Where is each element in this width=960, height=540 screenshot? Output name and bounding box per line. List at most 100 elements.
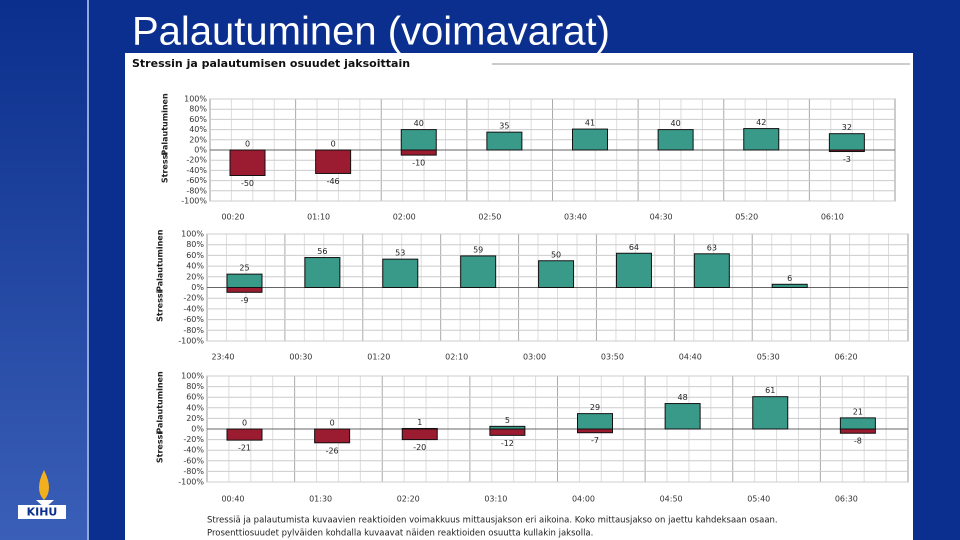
value-label: 25 bbox=[239, 264, 249, 273]
y-axis-label: Stressi bbox=[161, 152, 170, 183]
x-tick-label: 02:10 bbox=[445, 353, 468, 362]
x-tick-label: 02:50 bbox=[478, 213, 501, 222]
value-label: -12 bbox=[501, 439, 514, 448]
bar bbox=[743, 128, 780, 151]
value-label: 48 bbox=[678, 393, 688, 402]
bar bbox=[839, 428, 876, 434]
y-tick-label: 20% bbox=[186, 414, 204, 423]
bar bbox=[572, 128, 608, 151]
caption-line: Prosenttiosuudet pylväiden kohdalla kuva… bbox=[207, 529, 593, 539]
value-label: -50 bbox=[241, 179, 254, 188]
value-label: 41 bbox=[585, 119, 595, 128]
x-tick-label: 05:30 bbox=[757, 353, 780, 362]
value-label: -9 bbox=[241, 296, 249, 305]
y-tick-label: 100% bbox=[181, 372, 204, 381]
y-tick-label: 80% bbox=[186, 382, 204, 391]
y-tick-label: -100% bbox=[181, 197, 207, 206]
x-tick-label: 02:20 bbox=[397, 495, 420, 504]
y-tick-label: 100% bbox=[181, 230, 204, 239]
value-label: 35 bbox=[499, 122, 509, 131]
y-tick-label: 40% bbox=[189, 125, 207, 134]
value-label: -7 bbox=[591, 436, 599, 445]
bar bbox=[486, 131, 523, 151]
bar bbox=[657, 129, 694, 151]
y-axis-label: Stressi bbox=[156, 290, 165, 321]
y-tick-label: 0% bbox=[191, 425, 204, 434]
y-tick-label: -20% bbox=[183, 435, 204, 444]
x-tick-label: 03:00 bbox=[523, 353, 546, 362]
y-axis-label: Palautuminen bbox=[156, 229, 165, 292]
bar bbox=[664, 403, 701, 430]
bar bbox=[828, 149, 865, 153]
bar bbox=[314, 428, 351, 444]
bar bbox=[693, 253, 730, 288]
value-label: 42 bbox=[756, 118, 766, 127]
bar bbox=[229, 149, 266, 176]
bar bbox=[577, 413, 613, 430]
y-tick-label: -100% bbox=[178, 478, 204, 487]
bar bbox=[226, 428, 263, 441]
bar bbox=[839, 417, 876, 430]
value-label: 0 bbox=[331, 140, 336, 149]
y-tick-label: 60% bbox=[189, 115, 207, 124]
y-tick-label: -60% bbox=[186, 176, 207, 185]
value-label: 0 bbox=[330, 419, 335, 428]
value-label: 0 bbox=[245, 140, 250, 149]
bar bbox=[304, 257, 341, 289]
value-label: -10 bbox=[412, 159, 425, 168]
value-label: 0 bbox=[242, 419, 247, 428]
bar bbox=[226, 287, 263, 293]
x-tick-label: 03:40 bbox=[564, 213, 587, 222]
bar bbox=[577, 428, 613, 434]
y-tick-label: 0% bbox=[191, 283, 204, 292]
y-axis-label: Palautuminen bbox=[156, 371, 165, 434]
x-tick-label: 03:50 bbox=[601, 353, 624, 362]
y-tick-label: -60% bbox=[183, 315, 204, 324]
value-label: -46 bbox=[327, 177, 340, 186]
value-label: 40 bbox=[414, 119, 424, 128]
value-label: -20 bbox=[413, 443, 426, 452]
y-tick-label: -80% bbox=[183, 326, 204, 335]
x-tick-label: 01:30 bbox=[309, 495, 332, 504]
x-tick-label: 01:20 bbox=[367, 353, 390, 362]
bar bbox=[400, 149, 437, 156]
x-tick-label: 03:10 bbox=[484, 495, 507, 504]
x-tick-label: 04:00 bbox=[572, 495, 595, 504]
value-label: 29 bbox=[590, 403, 600, 412]
value-label: 40 bbox=[671, 119, 681, 128]
x-tick-label: 00:20 bbox=[221, 213, 244, 222]
bar bbox=[828, 133, 865, 151]
y-tick-label: -40% bbox=[186, 166, 207, 175]
value-label: 56 bbox=[317, 247, 327, 256]
y-tick-label: -20% bbox=[183, 294, 204, 303]
logo: KIHU bbox=[18, 470, 66, 519]
x-tick-label: 02:00 bbox=[393, 213, 416, 222]
bar bbox=[401, 428, 438, 441]
bar bbox=[752, 396, 789, 430]
bar bbox=[315, 149, 352, 174]
y-axis-label: Palautuminen bbox=[161, 93, 170, 156]
bar bbox=[382, 258, 419, 288]
y-tick-label: 40% bbox=[186, 262, 204, 271]
y-tick-label: -40% bbox=[183, 446, 204, 455]
bar bbox=[460, 255, 497, 288]
y-tick-label: 20% bbox=[186, 272, 204, 281]
x-tick-label: 00:40 bbox=[221, 495, 244, 504]
bar bbox=[771, 283, 808, 289]
x-tick-label: 04:40 bbox=[679, 353, 702, 362]
x-tick-label: 23:40 bbox=[211, 353, 234, 362]
y-tick-label: -80% bbox=[186, 186, 207, 195]
value-label: -8 bbox=[854, 437, 862, 446]
y-tick-label: -60% bbox=[183, 456, 204, 465]
panel-title: Stressin ja palautumisen osuudet jaksoit… bbox=[132, 57, 410, 70]
value-label: 64 bbox=[629, 243, 639, 252]
x-tick-label: 05:40 bbox=[747, 495, 770, 504]
y-tick-label: 80% bbox=[189, 105, 207, 114]
value-label: 61 bbox=[765, 386, 775, 395]
value-label: 59 bbox=[473, 245, 483, 254]
y-tick-label: -100% bbox=[178, 337, 204, 346]
y-tick-label: -40% bbox=[183, 304, 204, 313]
value-label: 53 bbox=[395, 249, 405, 258]
bar bbox=[489, 428, 526, 436]
